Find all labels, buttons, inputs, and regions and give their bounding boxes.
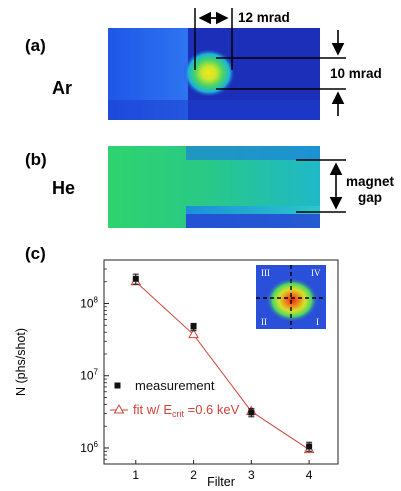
width-annotation: 12 mrad xyxy=(238,10,290,25)
x-axis-ticks: 1 2 3 4 xyxy=(132,460,313,482)
magnet-gap-annotation: magnet gap xyxy=(344,174,396,206)
inset-quadrant-iii: III xyxy=(261,268,270,278)
legend-measurement-marker xyxy=(114,382,121,389)
measurement-point xyxy=(132,275,139,282)
he-bottom-shadow xyxy=(186,214,320,228)
helium-label: He xyxy=(52,178,76,198)
argon-label: Ar xyxy=(52,78,73,98)
panel-b xyxy=(108,146,346,228)
panel-b-label: (b) xyxy=(25,150,47,169)
legend-fit-marker xyxy=(113,403,125,414)
y-tick-label: 107 xyxy=(80,368,98,383)
x-tick-label: 4 xyxy=(306,468,313,482)
panel-c-chart: 1 2 3 4 106 107 108 N (phs/shot) Filter measu… xyxy=(14,259,339,489)
plot-frame xyxy=(103,259,339,465)
x-axis-title: Filter xyxy=(207,475,235,489)
magnet-gap-line1: magnet xyxy=(345,174,394,189)
inset-quadrant-i: I xyxy=(316,317,319,327)
inset-beam-image: III IV II I xyxy=(256,265,326,329)
y-axis-title: N (phs/shot) xyxy=(14,328,28,396)
legend-measurement-label: measurement xyxy=(135,378,215,393)
panel-a xyxy=(108,8,346,120)
panel-a-label: (a) xyxy=(25,36,46,55)
inset-quadrant-iv: IV xyxy=(311,268,321,278)
y-tick-label: 106 xyxy=(80,440,98,455)
inset-quadrant-ii: II xyxy=(261,317,267,327)
legend-fit-label: fit w/ Ecrit =0.6 keV xyxy=(133,402,240,419)
ar-beam-spot xyxy=(183,49,235,97)
measurement-point xyxy=(190,323,197,330)
ar-detector-lower-band xyxy=(108,100,320,120)
inset-beam-spot xyxy=(266,278,318,322)
magnet-gap-line2: gap xyxy=(357,190,382,205)
height-annotation: 10 mrad xyxy=(330,66,382,81)
panel-c-label: (c) xyxy=(25,244,46,263)
fit-point xyxy=(188,328,199,339)
he-upper-edge-band xyxy=(186,146,320,160)
y-axis-ticks: 106 107 108 xyxy=(80,268,109,460)
x-tick-label: 2 xyxy=(190,468,197,482)
x-tick-label: 3 xyxy=(248,468,255,482)
measurement-series xyxy=(132,273,313,452)
measurement-point xyxy=(306,443,313,450)
y-tick-label: 108 xyxy=(80,295,98,310)
x-tick-label: 1 xyxy=(132,468,139,482)
fit-line xyxy=(135,281,310,451)
measurement-point xyxy=(248,409,255,416)
legend: measurement fit w/ Ecrit =0.6 keV xyxy=(110,378,240,419)
